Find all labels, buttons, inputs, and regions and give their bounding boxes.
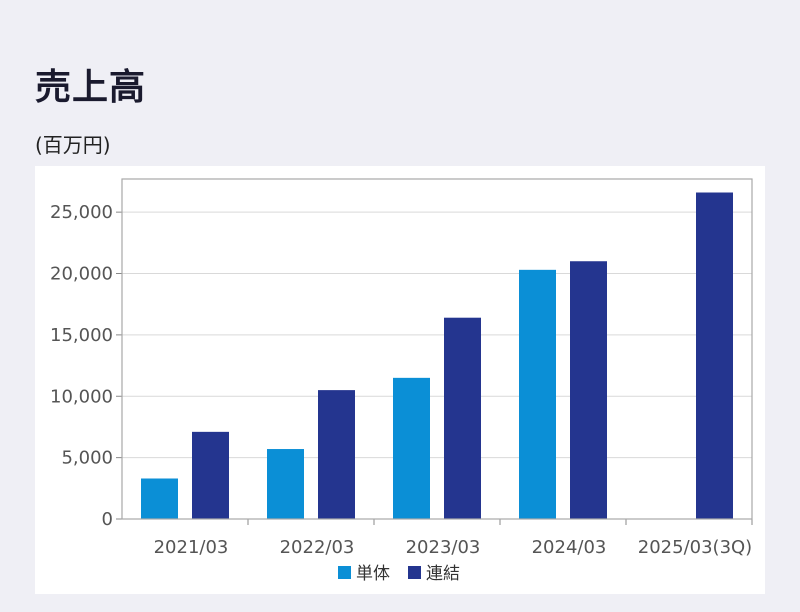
bar-chart: 0 5,000 10,000 15,000 20,000 25,000 2021/03 20… [50, 178, 753, 584]
x-tick-label: 2023/03 [406, 537, 481, 558]
x-tick-label: 2025/03(3Q) [638, 537, 752, 558]
bar-consolidated [444, 317, 481, 519]
legend-label: 単体 [356, 564, 390, 584]
y-tick-label: 20,000 [50, 264, 113, 285]
y-tick-label: 0 [102, 509, 113, 530]
unit-label: (百万円) [35, 133, 111, 157]
page-title: 売上高 [35, 67, 147, 108]
bar-consolidated [570, 261, 607, 519]
x-tick-label: 2021/03 [154, 537, 229, 558]
bar-standalone [393, 377, 430, 519]
bar-consolidated [318, 390, 355, 519]
y-tick-label: 5,000 [61, 448, 113, 469]
bar-standalone [141, 478, 178, 519]
legend-label: 連結 [426, 564, 460, 584]
x-tick-label: 2024/03 [532, 537, 607, 558]
plot-frame [121, 178, 753, 520]
y-tick-label: 25,000 [50, 202, 113, 223]
y-tick-label: 10,000 [50, 386, 113, 407]
legend-swatch [408, 566, 421, 579]
y-tick-label: 15,000 [50, 325, 113, 346]
legend-swatch [338, 566, 351, 579]
chart-card: 0 5,000 10,000 15,000 20,000 25,000 2021/03 20… [35, 166, 765, 594]
x-tick-label: 2022/03 [280, 537, 355, 558]
bar-standalone [519, 269, 556, 519]
bar-standalone [267, 449, 304, 519]
bar-consolidated [192, 431, 229, 519]
bar-consolidated [696, 192, 733, 519]
